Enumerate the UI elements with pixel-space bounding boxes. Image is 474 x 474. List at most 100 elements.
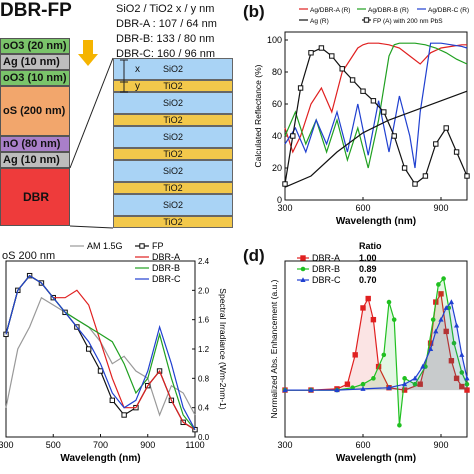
legend-ratio: 0.89 bbox=[359, 264, 377, 274]
data-point bbox=[438, 316, 444, 322]
data-point bbox=[459, 370, 465, 375]
series-line bbox=[284, 42, 468, 169]
data-point bbox=[459, 352, 465, 357]
data-point bbox=[381, 352, 387, 358]
panel-d-chart: 300 600 900 Wavelength (nm) Normalized Abs. … bbox=[269, 241, 470, 464]
data-point bbox=[448, 358, 455, 364]
dbr-layers: SiO2 TiO2 SiO2 TiO2 SiO2 TiO2 SiO2 TiO2 SiO2 TiO2 bbox=[113, 58, 233, 228]
legend-entry: DBR-B bbox=[312, 264, 340, 274]
data-point bbox=[360, 305, 366, 311]
dbr-legend-line: DBR-B: 133 / 80 nm bbox=[116, 33, 215, 45]
data-point bbox=[422, 173, 429, 179]
series-line bbox=[5, 274, 196, 430]
stack-layer: Ag (10 nm) bbox=[0, 152, 70, 168]
legend-entry: Ag/DBR-C (R) bbox=[428, 7, 469, 14]
panel-a-title: DBR-FP bbox=[0, 0, 72, 21]
x-tick-label: 600 bbox=[355, 203, 370, 213]
panel-a: DBR-FP SiO2 / TiO2 x / y nm DBR-A : 107 … bbox=[0, 0, 237, 237]
data-point bbox=[401, 387, 408, 393]
dbr-legend: SiO2 / TiO2 x / y nm DBR-A : 107 / 64 nm… bbox=[116, 2, 217, 62]
dbr-layer-label: TiO2 bbox=[163, 217, 183, 227]
y-tick-label: 0.0 bbox=[198, 433, 210, 442]
y-tick-label: 100 bbox=[267, 35, 282, 45]
data-point bbox=[453, 375, 460, 382]
data-point bbox=[402, 381, 408, 387]
plot-frame bbox=[284, 260, 468, 438]
y-tick-label: 1.6 bbox=[198, 316, 210, 325]
thickness-bracket bbox=[120, 59, 128, 93]
data-point bbox=[381, 109, 387, 115]
x-thickness-marker: x bbox=[135, 64, 140, 75]
y-tick-label: 1.2 bbox=[198, 345, 210, 354]
stack-layer-label: nO (80 nm) bbox=[3, 138, 61, 150]
panel-d-label: (d) bbox=[243, 246, 265, 265]
y-tick-label: 0 bbox=[277, 195, 282, 205]
data-point bbox=[453, 149, 460, 155]
tio2-layer: TiO2 bbox=[113, 182, 233, 194]
x-tick-label: 900 bbox=[433, 440, 448, 450]
data-point bbox=[318, 45, 325, 51]
data-point bbox=[451, 340, 457, 346]
sio2-layer: SiO2 bbox=[113, 58, 233, 80]
data-point bbox=[139, 243, 145, 249]
dbr-legend-line: DBR-A : 107 / 64 nm bbox=[116, 18, 217, 30]
panel-c-label: oS 200 nm bbox=[2, 250, 56, 262]
series-line bbox=[5, 274, 196, 431]
series-line bbox=[284, 42, 468, 169]
data-point bbox=[85, 346, 92, 352]
data-point bbox=[300, 266, 306, 272]
data-point bbox=[441, 276, 446, 281]
stack-layer: oO3 (10 nm) bbox=[0, 70, 70, 86]
data-point bbox=[391, 133, 397, 139]
tio2-layer: TiO2 bbox=[113, 80, 233, 92]
data-point bbox=[412, 375, 418, 381]
tio2-layer: TiO2 bbox=[113, 148, 233, 160]
legend-entry: Ag/DBR-B (R) bbox=[368, 7, 409, 14]
series-line bbox=[5, 274, 196, 431]
data-point bbox=[420, 363, 426, 369]
x-tick-label: 600 bbox=[355, 440, 370, 450]
legend-entry: DBR-A bbox=[152, 252, 180, 262]
stack-layer: DBR bbox=[0, 168, 70, 226]
legend-entry: DBR-C bbox=[312, 275, 341, 285]
series-line bbox=[285, 292, 468, 391]
stack-layer-label: oO3 (10 nm) bbox=[3, 72, 67, 84]
x-tick-label: 700 bbox=[93, 440, 108, 450]
data-point bbox=[297, 85, 304, 91]
data-point bbox=[386, 384, 392, 390]
legend-entry: DBR-B bbox=[152, 263, 180, 273]
data-point bbox=[433, 141, 439, 147]
legend-ratio: 0.70 bbox=[359, 275, 377, 285]
data-point bbox=[430, 317, 436, 322]
data-point bbox=[436, 282, 441, 287]
legend-entry: FP bbox=[152, 241, 164, 251]
x-tick-label: 300 bbox=[0, 440, 14, 450]
y-tick-label: 40 bbox=[272, 131, 282, 141]
series-area bbox=[285, 302, 467, 391]
data-point bbox=[360, 88, 366, 94]
series-line bbox=[5, 296, 196, 417]
sio2-layer: SiO2 bbox=[113, 160, 233, 182]
series-area bbox=[285, 278, 467, 426]
y-tick-label: 2.0 bbox=[198, 286, 210, 295]
data-point bbox=[417, 381, 423, 387]
x-axis-label: Wavelength (nm) bbox=[336, 453, 416, 464]
data-point bbox=[339, 66, 345, 72]
y-tick-label: 2.4 bbox=[198, 257, 210, 266]
data-point bbox=[386, 299, 392, 305]
y-axis-label: Calculated Reflectance (%) bbox=[253, 64, 263, 167]
data-point bbox=[443, 305, 449, 310]
data-point bbox=[412, 381, 418, 387]
tio2-layer: TiO2 bbox=[113, 114, 233, 126]
stack-layer: Ag (10 nm) bbox=[0, 54, 70, 70]
data-point bbox=[308, 387, 314, 393]
data-point bbox=[459, 383, 465, 390]
stack-layer-label: Ag (10 nm) bbox=[3, 154, 60, 166]
data-point bbox=[282, 181, 288, 187]
data-point bbox=[308, 50, 314, 56]
legend-ratio: 1.00 bbox=[359, 253, 377, 263]
data-point bbox=[329, 53, 335, 59]
dbr-layer-label: SiO2 bbox=[162, 132, 183, 142]
data-point bbox=[97, 368, 104, 374]
